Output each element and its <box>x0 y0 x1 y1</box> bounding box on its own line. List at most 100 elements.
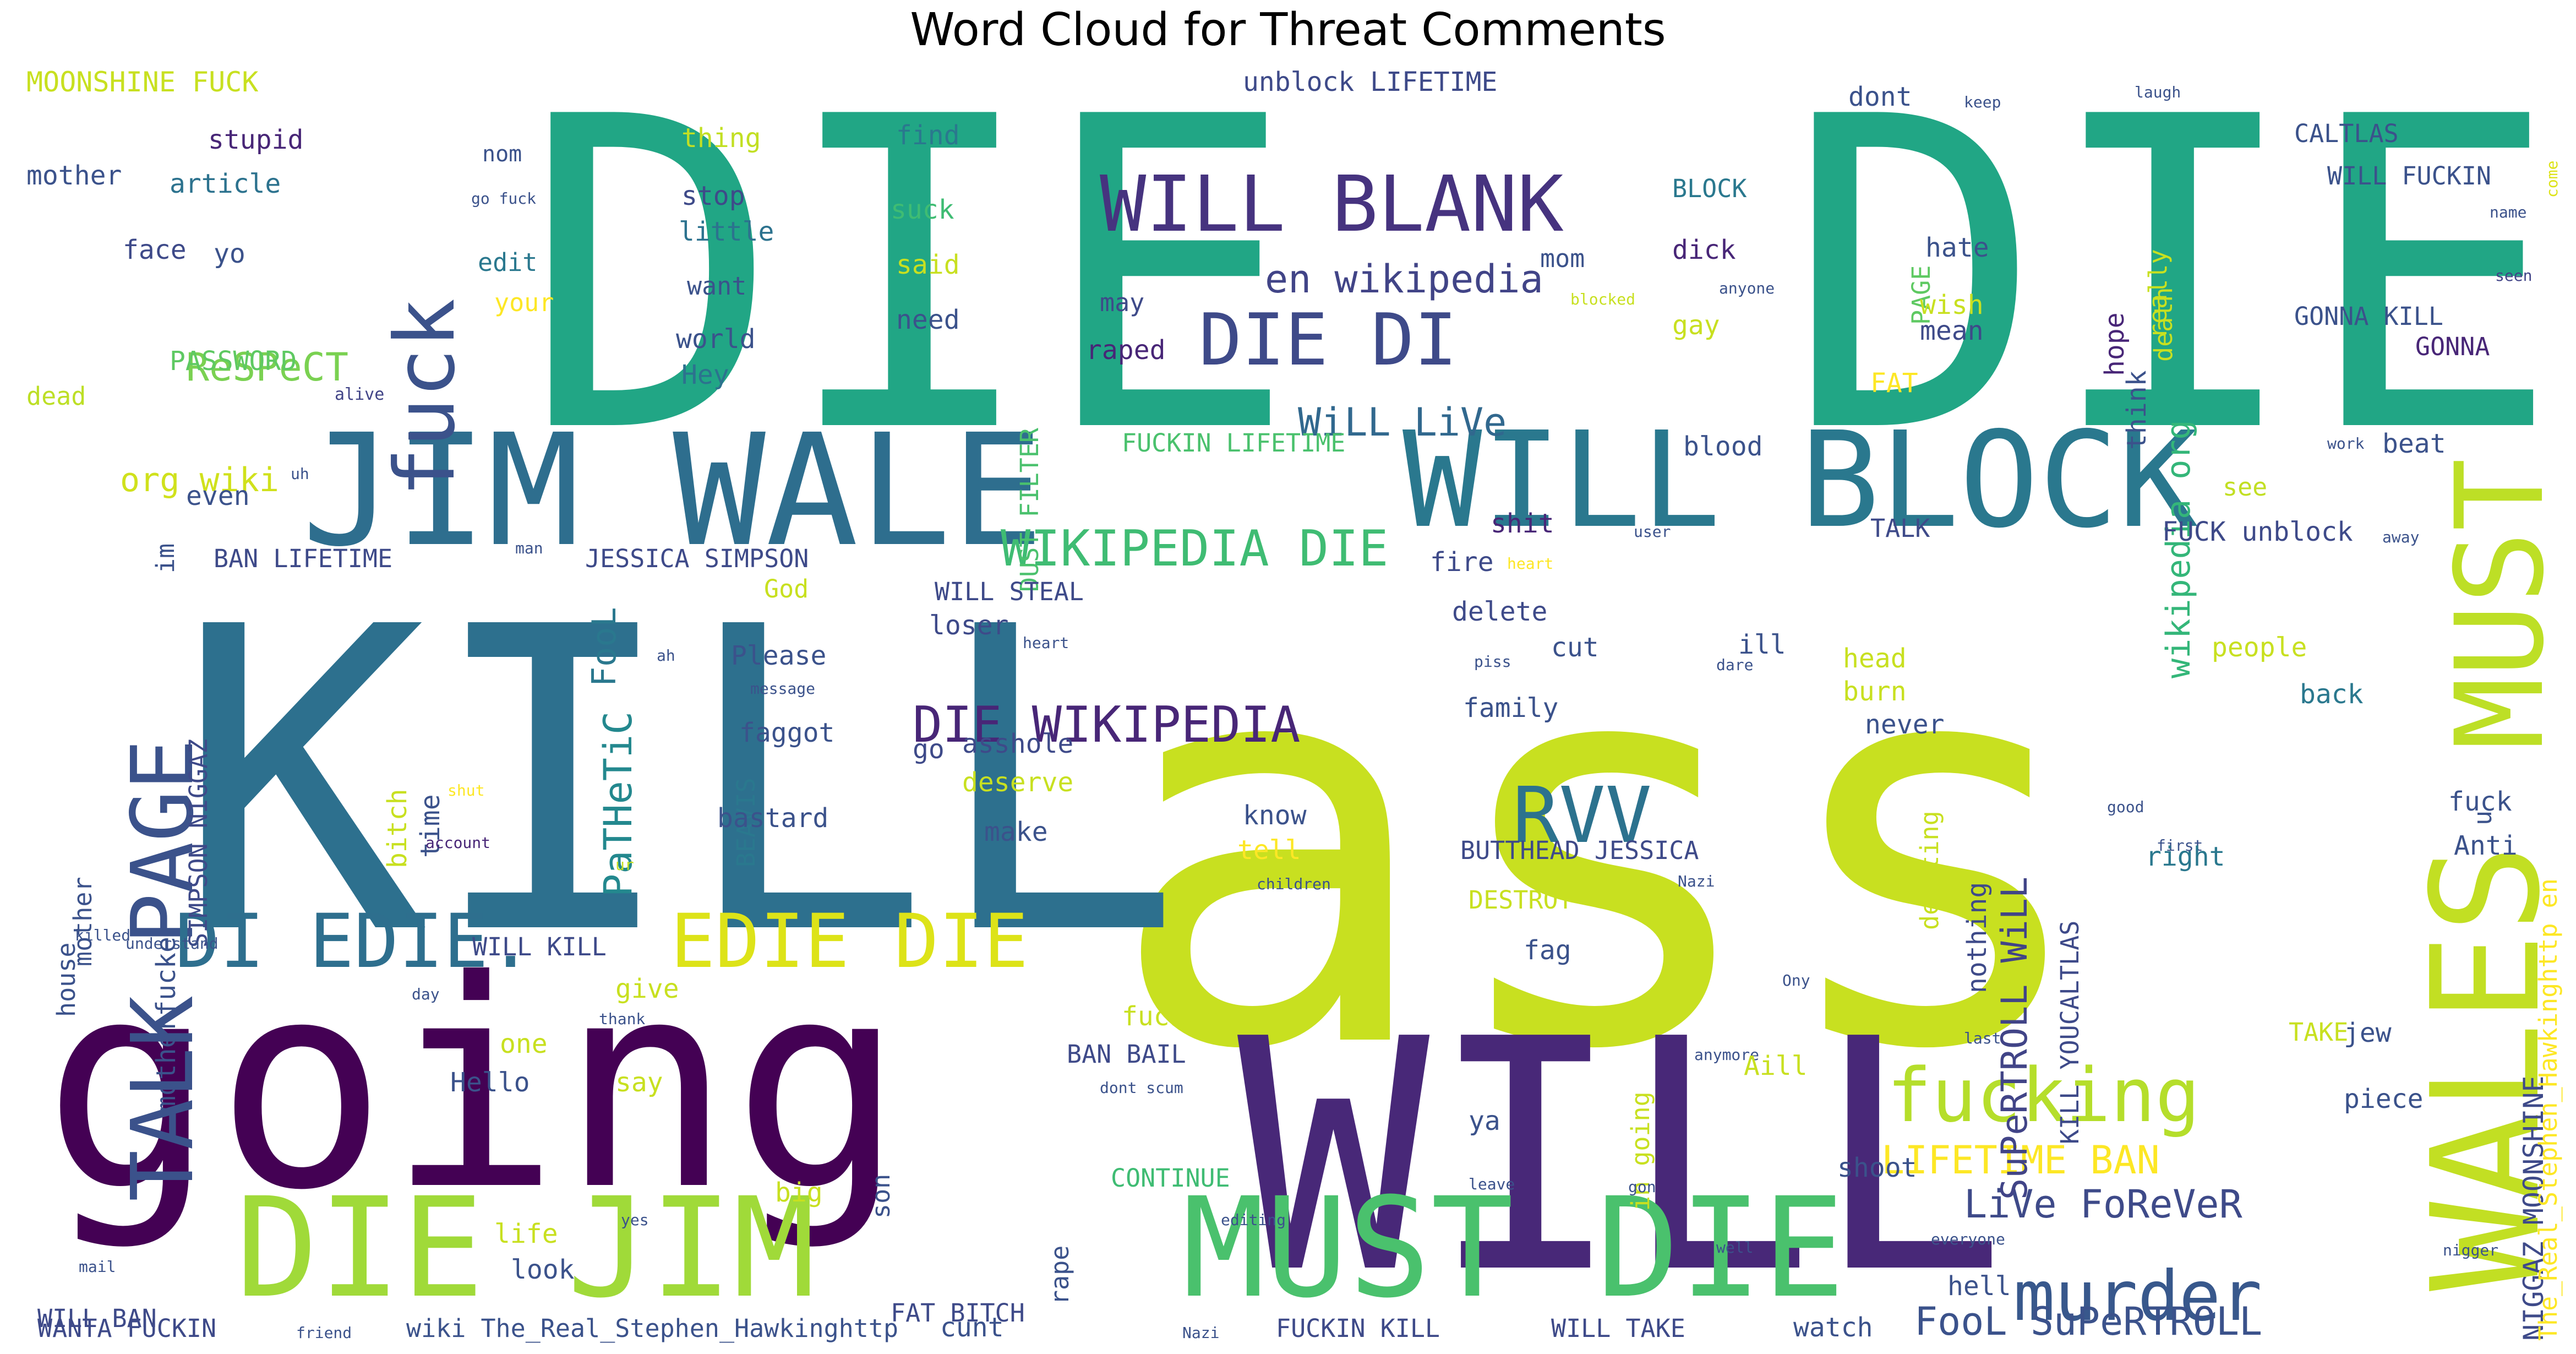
word-162: Hello <box>450 1067 530 1098</box>
word-173: last <box>1964 1029 2001 1047</box>
word-30: FooL SuPeRTROLL <box>1914 1299 2263 1344</box>
word-116: asshole <box>962 728 1074 759</box>
word-155: u <box>2468 810 2497 825</box>
word-89: blood <box>1683 431 1763 462</box>
word-177: piece <box>2344 1084 2424 1114</box>
word-126: people <box>2212 632 2307 663</box>
word-133: bitch <box>382 789 413 869</box>
word-196: wiki The_Real_Stephen_Hawkinghttp <box>406 1314 899 1343</box>
word-104: fire <box>1430 547 1494 578</box>
word-24: WiLL LiVe <box>1298 400 1507 445</box>
word-120: ill <box>1738 629 1786 660</box>
word-36: MOONSHINE FUCK <box>26 66 259 98</box>
word-141: understand <box>125 934 219 953</box>
word-144: tell <box>1237 835 1301 866</box>
word-47: go fuck <box>471 189 537 208</box>
word-52: little <box>679 216 774 247</box>
word-57: suck <box>891 194 954 225</box>
word-123: burn <box>1843 676 1907 707</box>
word-165: fucker <box>1122 1001 1218 1032</box>
word-45: alive <box>335 385 385 404</box>
word-158: WILL KILL <box>472 932 607 961</box>
word-132: make <box>984 817 1048 847</box>
word-4: going <box>43 919 905 1253</box>
word-74: wish <box>1920 290 1984 320</box>
word-38: stupid <box>208 124 304 155</box>
word-78: really <box>2143 249 2173 339</box>
word-79: hope <box>2099 312 2130 376</box>
word-202: watch <box>1793 1312 1873 1343</box>
word-151: good <box>2107 798 2144 816</box>
word-37: unblock LIFETIME <box>1243 67 1498 97</box>
word-1: DIE <box>1785 26 2561 526</box>
word-65: BLOCK <box>1672 174 1747 203</box>
word-193: WILL BAN <box>37 1304 157 1333</box>
word-180: CONTINUE <box>1111 1163 1230 1193</box>
word-90: work <box>2327 434 2365 453</box>
word-178: big <box>775 1177 823 1208</box>
word-119: family <box>1463 693 1559 724</box>
word-98: uh <box>291 465 309 483</box>
word-83: name <box>2490 203 2527 221</box>
word-146: BUTTHEAD JESSICA <box>1460 836 1699 865</box>
word-55: Hey <box>681 360 729 390</box>
word-33: org wiki <box>120 461 279 499</box>
word-42: yo <box>214 238 245 269</box>
word-66: dick <box>1672 235 1736 265</box>
word-175: TAKE <box>2289 1018 2349 1047</box>
word-163: say <box>615 1067 663 1098</box>
word-169: anymore <box>1694 1046 1760 1064</box>
word-95: away <box>2382 528 2420 546</box>
word-97: im <box>151 543 180 573</box>
word-172: shoot <box>1837 1152 1917 1183</box>
word-106: heart <box>1507 554 1554 573</box>
word-29: LiVe FoReVeR <box>1964 1182 2242 1227</box>
word-170: Aill <box>1744 1051 1808 1081</box>
word-194: WANTA FUCKIN <box>37 1314 217 1343</box>
word-43: PASSWORD <box>170 346 297 377</box>
word-70: keep <box>1964 93 2001 111</box>
word-96: even <box>186 481 250 512</box>
word-67: anyone <box>1719 279 1775 297</box>
word-181: leave <box>1469 1175 1515 1193</box>
word-100: man <box>515 539 543 557</box>
word-16: RVV <box>1513 771 1652 861</box>
word-125: deleting <box>1915 811 1944 930</box>
word-11: MUST <box>2430 458 2570 750</box>
word-192: mail <box>79 1258 116 1276</box>
word-28: LIFETIME BAN <box>1881 1138 2160 1183</box>
word-129: faggot <box>739 717 835 748</box>
word-85: seen <box>2495 267 2533 285</box>
word-87: GONNA <box>2415 332 2490 361</box>
word-49: your <box>494 288 554 317</box>
word-31: SuPeRTROLL WiLL <box>1994 877 2035 1200</box>
word-174: Ony <box>1782 971 1810 989</box>
word-54: world <box>676 324 756 355</box>
word-58: said <box>896 249 960 280</box>
word-88: FUCKIN LIFETIME <box>1122 428 1346 458</box>
word-148: nothing <box>1962 882 1993 993</box>
word-191: hell <box>1947 1271 2011 1302</box>
word-13: fuck <box>378 298 473 497</box>
word-140: killed <box>75 926 131 944</box>
word-142: ur <box>615 856 634 874</box>
word-46: nom <box>482 142 522 167</box>
word-68: gay <box>1672 310 1720 341</box>
word-107: ah <box>657 646 675 665</box>
word-32: wikipedia org <box>2159 420 2198 678</box>
word-110: heart <box>1023 634 1069 652</box>
word-121: dare <box>1716 656 1754 674</box>
word-14: WILL BLANK <box>1100 160 1564 249</box>
word-184: look <box>511 1254 575 1285</box>
word-20: murder <box>2013 1257 2262 1336</box>
word-18: EDIE DIE <box>670 898 1029 985</box>
word-176: jew <box>2344 1018 2392 1048</box>
word-152: fuck <box>2448 786 2512 817</box>
word-17: DI EDIE. <box>175 898 533 985</box>
word-150: first <box>2157 836 2203 855</box>
word-111: delete <box>1452 596 1548 627</box>
word-145: children <box>1257 875 1331 893</box>
word-48: edit <box>478 248 538 277</box>
word-73: hate <box>1925 232 1989 263</box>
